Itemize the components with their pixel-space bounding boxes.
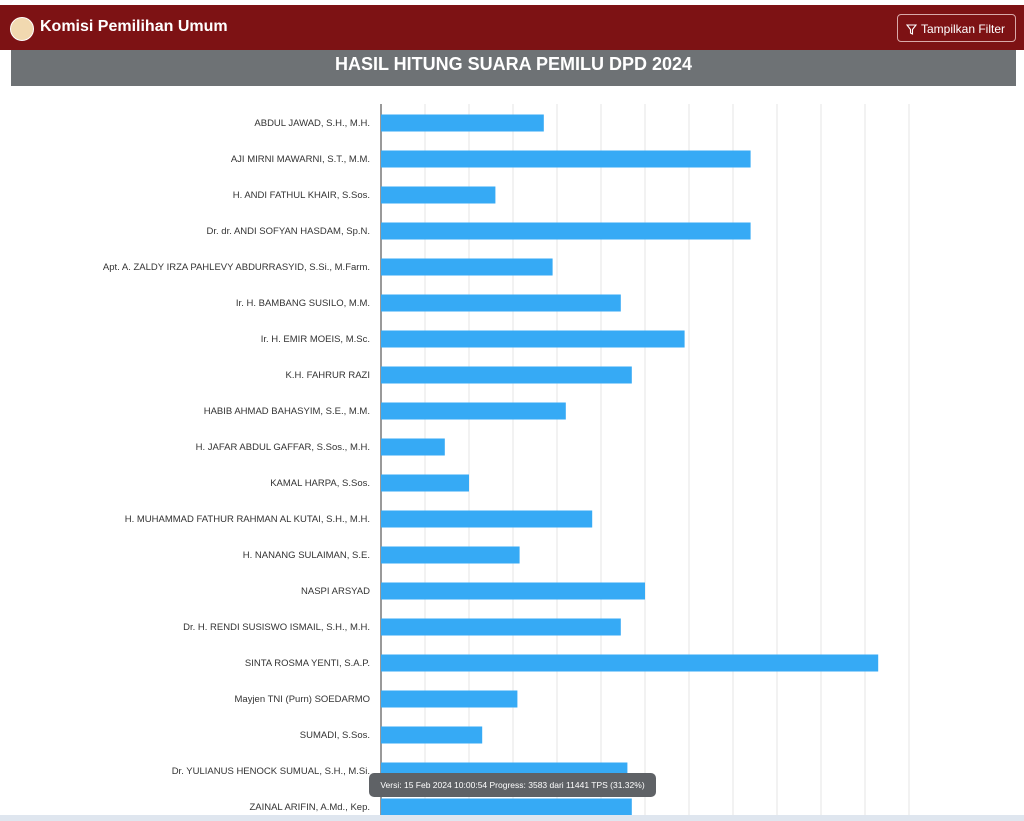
chart-title: HASIL HITUNG SUARA PEMILU DPD 2024	[11, 50, 1016, 86]
brand[interactable]: Komisi Pemilihan Umum	[40, 18, 228, 35]
bar	[381, 690, 518, 708]
bar	[381, 258, 553, 276]
bar	[381, 798, 632, 816]
bar	[381, 294, 621, 312]
logo[interactable]	[10, 17, 34, 41]
category-label: SUMADI, S.Sos.	[299, 729, 370, 741]
category-label: ZAINAL ARIFIN, A.Md., Kep.	[249, 801, 370, 813]
bar	[381, 618, 621, 636]
bar	[381, 222, 751, 240]
bar	[381, 402, 566, 420]
bar	[381, 114, 544, 132]
category-label: H. MUHAMMAD FATHUR RAHMAN AL KUTAI, S.H.…	[124, 513, 370, 525]
bar	[381, 366, 632, 384]
category-label: SINTA ROSMA YENTI, S.A.P.	[244, 657, 370, 669]
bar	[381, 186, 496, 204]
category-label: H. JAFAR ABDUL GAFFAR, S.Sos., M.H.	[195, 441, 370, 453]
top-bar: Komisi Pemilihan Umum Tampilkan Filter	[0, 5, 1024, 50]
category-label: NASPI ARSYAD	[301, 585, 370, 597]
category-label: Mayjen TNI (Purn) SOEDARMO	[234, 693, 371, 705]
category-label: KAMAL HARPA, S.Sos.	[270, 477, 370, 489]
footer-strip	[0, 815, 1024, 821]
category-label: H. ANDI FATHUL KHAIR, S.Sos.	[232, 189, 370, 201]
category-label: Ir. H. BAMBANG SUSILO, M.M.	[235, 297, 370, 309]
bar	[381, 726, 483, 744]
bar	[381, 330, 685, 348]
bar	[381, 582, 645, 600]
category-label: Apt. A. ZALDY IRZA PAHLEVY ABDURRASYID, …	[102, 261, 370, 273]
tooltip: Versi: 15 Feb 2024 10:00:54 Progress: 35…	[369, 773, 656, 797]
category-label: HABIB AHMAD BAHASYIM, S.E., M.M.	[203, 405, 370, 417]
filter-icon	[905, 24, 918, 35]
bar	[381, 546, 520, 564]
bar	[381, 510, 593, 528]
category-label: ABDUL JAWAD, S.H., M.H.	[254, 117, 370, 129]
category-label: K.H. FAHRUR RAZI	[285, 369, 370, 381]
bar	[381, 150, 751, 168]
bar	[381, 474, 469, 492]
category-label: Dr. YULIANUS HENOCK SUMUAL, S.H., M.Si.	[171, 765, 370, 777]
filter-label[interactable]: Tampilkan Filter	[920, 22, 1005, 36]
bar	[381, 654, 879, 672]
category-label: Dr. H. RENDI SUSISWO ISMAIL, S.H., M.H.	[183, 621, 370, 633]
filter-button[interactable]: Tampilkan Filter	[896, 14, 1016, 42]
category-label: Ir. H. EMIR MOEIS, M.Sc.	[260, 333, 370, 345]
category-label: AJI MIRNI MAWARNI, S.T., M.M.	[230, 153, 370, 165]
category-label: H. NANANG SULAIMAN, S.E.	[242, 549, 370, 561]
bar	[381, 438, 445, 456]
category-label: Dr. dr. ANDI SOFYAN HASDAM, Sp.N.	[206, 225, 370, 237]
